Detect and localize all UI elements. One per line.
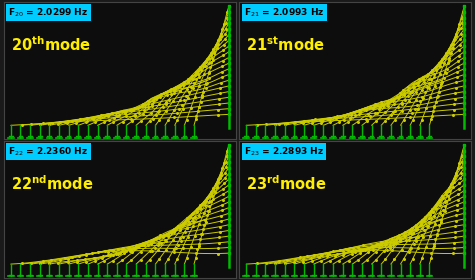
Text: F$_{20}$ = 2.0299 Hz: F$_{20}$ = 2.0299 Hz [9,6,89,19]
Text: $\bf{23^{rd}}$$\bf{ mode}$: $\bf{23^{rd}}$$\bf{ mode}$ [246,174,326,193]
Text: $\bf{21^{st}}$$\bf{ mode}$: $\bf{21^{st}}$$\bf{ mode}$ [246,35,325,54]
Text: F$_{23}$ = 2.2893 Hz: F$_{23}$ = 2.2893 Hz [244,145,324,158]
Text: $\bf{22^{nd}}$$\bf{ mode}$: $\bf{22^{nd}}$$\bf{ mode}$ [11,174,94,193]
Text: F$_{21}$ = 2.0993 Hz: F$_{21}$ = 2.0993 Hz [244,6,324,19]
Text: $\bf{20^{th}}$$\bf{ mode}$: $\bf{20^{th}}$$\bf{ mode}$ [11,35,91,54]
Text: F$_{22}$ = 2.2360 Hz: F$_{22}$ = 2.2360 Hz [9,145,88,158]
